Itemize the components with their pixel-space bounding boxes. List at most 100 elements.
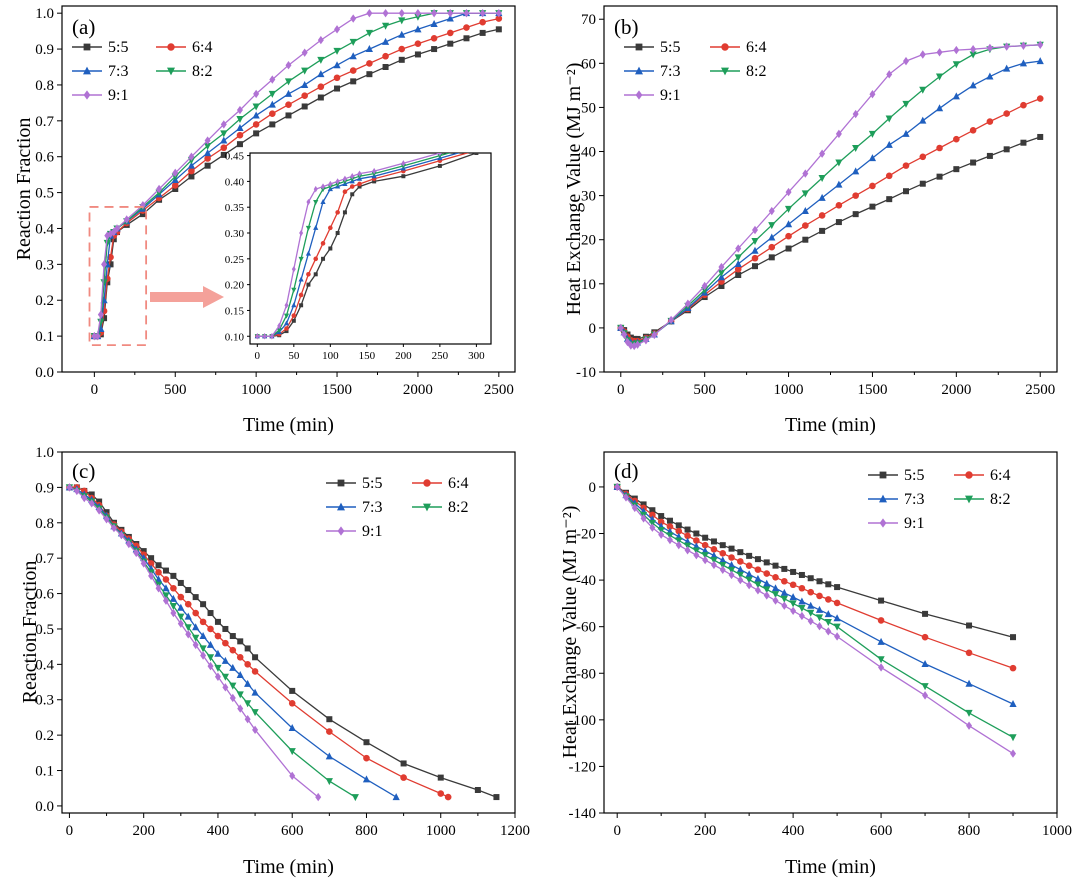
main-point bbox=[222, 683, 229, 692]
main-point bbox=[236, 653, 244, 661]
main-point bbox=[414, 51, 421, 58]
legend-label: 8:2 bbox=[448, 499, 468, 516]
main-point bbox=[206, 654, 215, 662]
main-point bbox=[192, 609, 199, 617]
main-point bbox=[965, 709, 973, 717]
main-point bbox=[140, 548, 147, 555]
x-tick-label: 0 bbox=[617, 382, 625, 398]
main-point bbox=[710, 560, 717, 570]
x-tick-label: 400 bbox=[782, 823, 805, 839]
main-point bbox=[772, 596, 779, 605]
main-point bbox=[684, 546, 691, 555]
y-tick-label: 0.40 bbox=[225, 176, 245, 188]
y-tick-label: 0.3 bbox=[35, 257, 54, 273]
main-point bbox=[640, 501, 647, 508]
main-point bbox=[206, 640, 215, 648]
main-point bbox=[751, 254, 759, 262]
main-point bbox=[657, 518, 665, 526]
main-point bbox=[96, 498, 103, 505]
y-tick-label: -20 bbox=[576, 527, 596, 543]
main-point bbox=[745, 570, 753, 578]
main-point bbox=[207, 661, 214, 671]
main-point bbox=[97, 318, 105, 326]
legend-label: 5:5 bbox=[904, 467, 924, 484]
main-point bbox=[363, 754, 370, 762]
main-point bbox=[798, 597, 806, 605]
main-point bbox=[780, 588, 788, 596]
legend-item-7-3: 7:3 bbox=[72, 63, 128, 80]
main-point bbox=[869, 89, 876, 99]
main-point bbox=[798, 571, 805, 578]
legend-label: 7:3 bbox=[108, 63, 128, 80]
main-point bbox=[301, 48, 308, 57]
main-point bbox=[816, 622, 823, 631]
main-point bbox=[162, 592, 170, 600]
main-point bbox=[614, 482, 621, 492]
main-line-7-3 bbox=[69, 486, 397, 798]
inset-point bbox=[291, 318, 296, 323]
main-point bbox=[192, 623, 200, 631]
main-point bbox=[220, 136, 228, 144]
legend-swatch-marker bbox=[879, 518, 887, 528]
main-point bbox=[333, 74, 341, 82]
main-point bbox=[184, 600, 192, 608]
main-point bbox=[902, 100, 910, 108]
main-point bbox=[798, 605, 806, 613]
main-point bbox=[719, 556, 727, 564]
main-series-9-1 bbox=[66, 483, 322, 802]
legend-item-9-1: 9:1 bbox=[326, 523, 382, 540]
main-point bbox=[752, 225, 758, 235]
main-point bbox=[123, 215, 130, 224]
main-line-6-4 bbox=[620, 97, 1041, 342]
y-tick-label: 50 bbox=[581, 100, 596, 116]
main-point bbox=[184, 624, 192, 632]
main-point bbox=[684, 526, 691, 533]
main-series-8-2 bbox=[65, 484, 359, 802]
main-point bbox=[621, 330, 628, 339]
legend: 5:5 6:4 7:3 8:2 9:1 bbox=[624, 39, 766, 104]
y-tick-label: -60 bbox=[576, 620, 596, 636]
main-point bbox=[177, 579, 184, 586]
main-point bbox=[1037, 133, 1044, 140]
main-point bbox=[177, 603, 185, 611]
main-point bbox=[66, 483, 73, 492]
main-point bbox=[437, 774, 444, 781]
legend-label: 6:4 bbox=[448, 475, 468, 492]
main-point bbox=[252, 725, 259, 735]
legend-swatch-marker bbox=[337, 479, 345, 487]
y-tick-label: 1.0 bbox=[35, 6, 54, 22]
main-point bbox=[237, 638, 244, 645]
main-point bbox=[903, 188, 909, 195]
main-point bbox=[301, 80, 309, 88]
main-point bbox=[251, 688, 259, 696]
main-point bbox=[735, 244, 742, 253]
inset-point bbox=[437, 153, 442, 157]
main-point bbox=[214, 649, 222, 657]
main-point bbox=[852, 109, 859, 119]
main-point bbox=[935, 73, 944, 81]
chart-panel-d: 0 200 400 600 800 1000 -140 -120 -100 -80 -60 -40 -2… bbox=[559, 451, 1072, 878]
main-point bbox=[172, 168, 179, 178]
main-point bbox=[807, 616, 814, 626]
legend-label: 8:2 bbox=[746, 63, 766, 80]
legend-swatch-marker bbox=[423, 479, 431, 487]
main-point bbox=[229, 646, 237, 654]
x-tick-label: 0 bbox=[255, 350, 261, 362]
main-point bbox=[349, 52, 357, 60]
series-group bbox=[613, 482, 1017, 758]
main-point bbox=[177, 593, 185, 601]
inset-chart: 0 50 100 150 200 250 300 0.10 0.15 0.20 0.25 0.30 0.… bbox=[225, 151, 492, 362]
main-point bbox=[833, 599, 841, 607]
main-point bbox=[781, 565, 788, 572]
main-point bbox=[970, 159, 977, 166]
inset-point bbox=[291, 265, 296, 273]
main-point bbox=[668, 315, 675, 325]
legend-item-7-3: 7:3 bbox=[326, 499, 382, 516]
main-point bbox=[768, 254, 775, 261]
main-point bbox=[658, 513, 665, 520]
main-point bbox=[325, 778, 333, 786]
main-point bbox=[986, 72, 994, 80]
main-point bbox=[110, 523, 117, 533]
main-point bbox=[877, 656, 885, 664]
